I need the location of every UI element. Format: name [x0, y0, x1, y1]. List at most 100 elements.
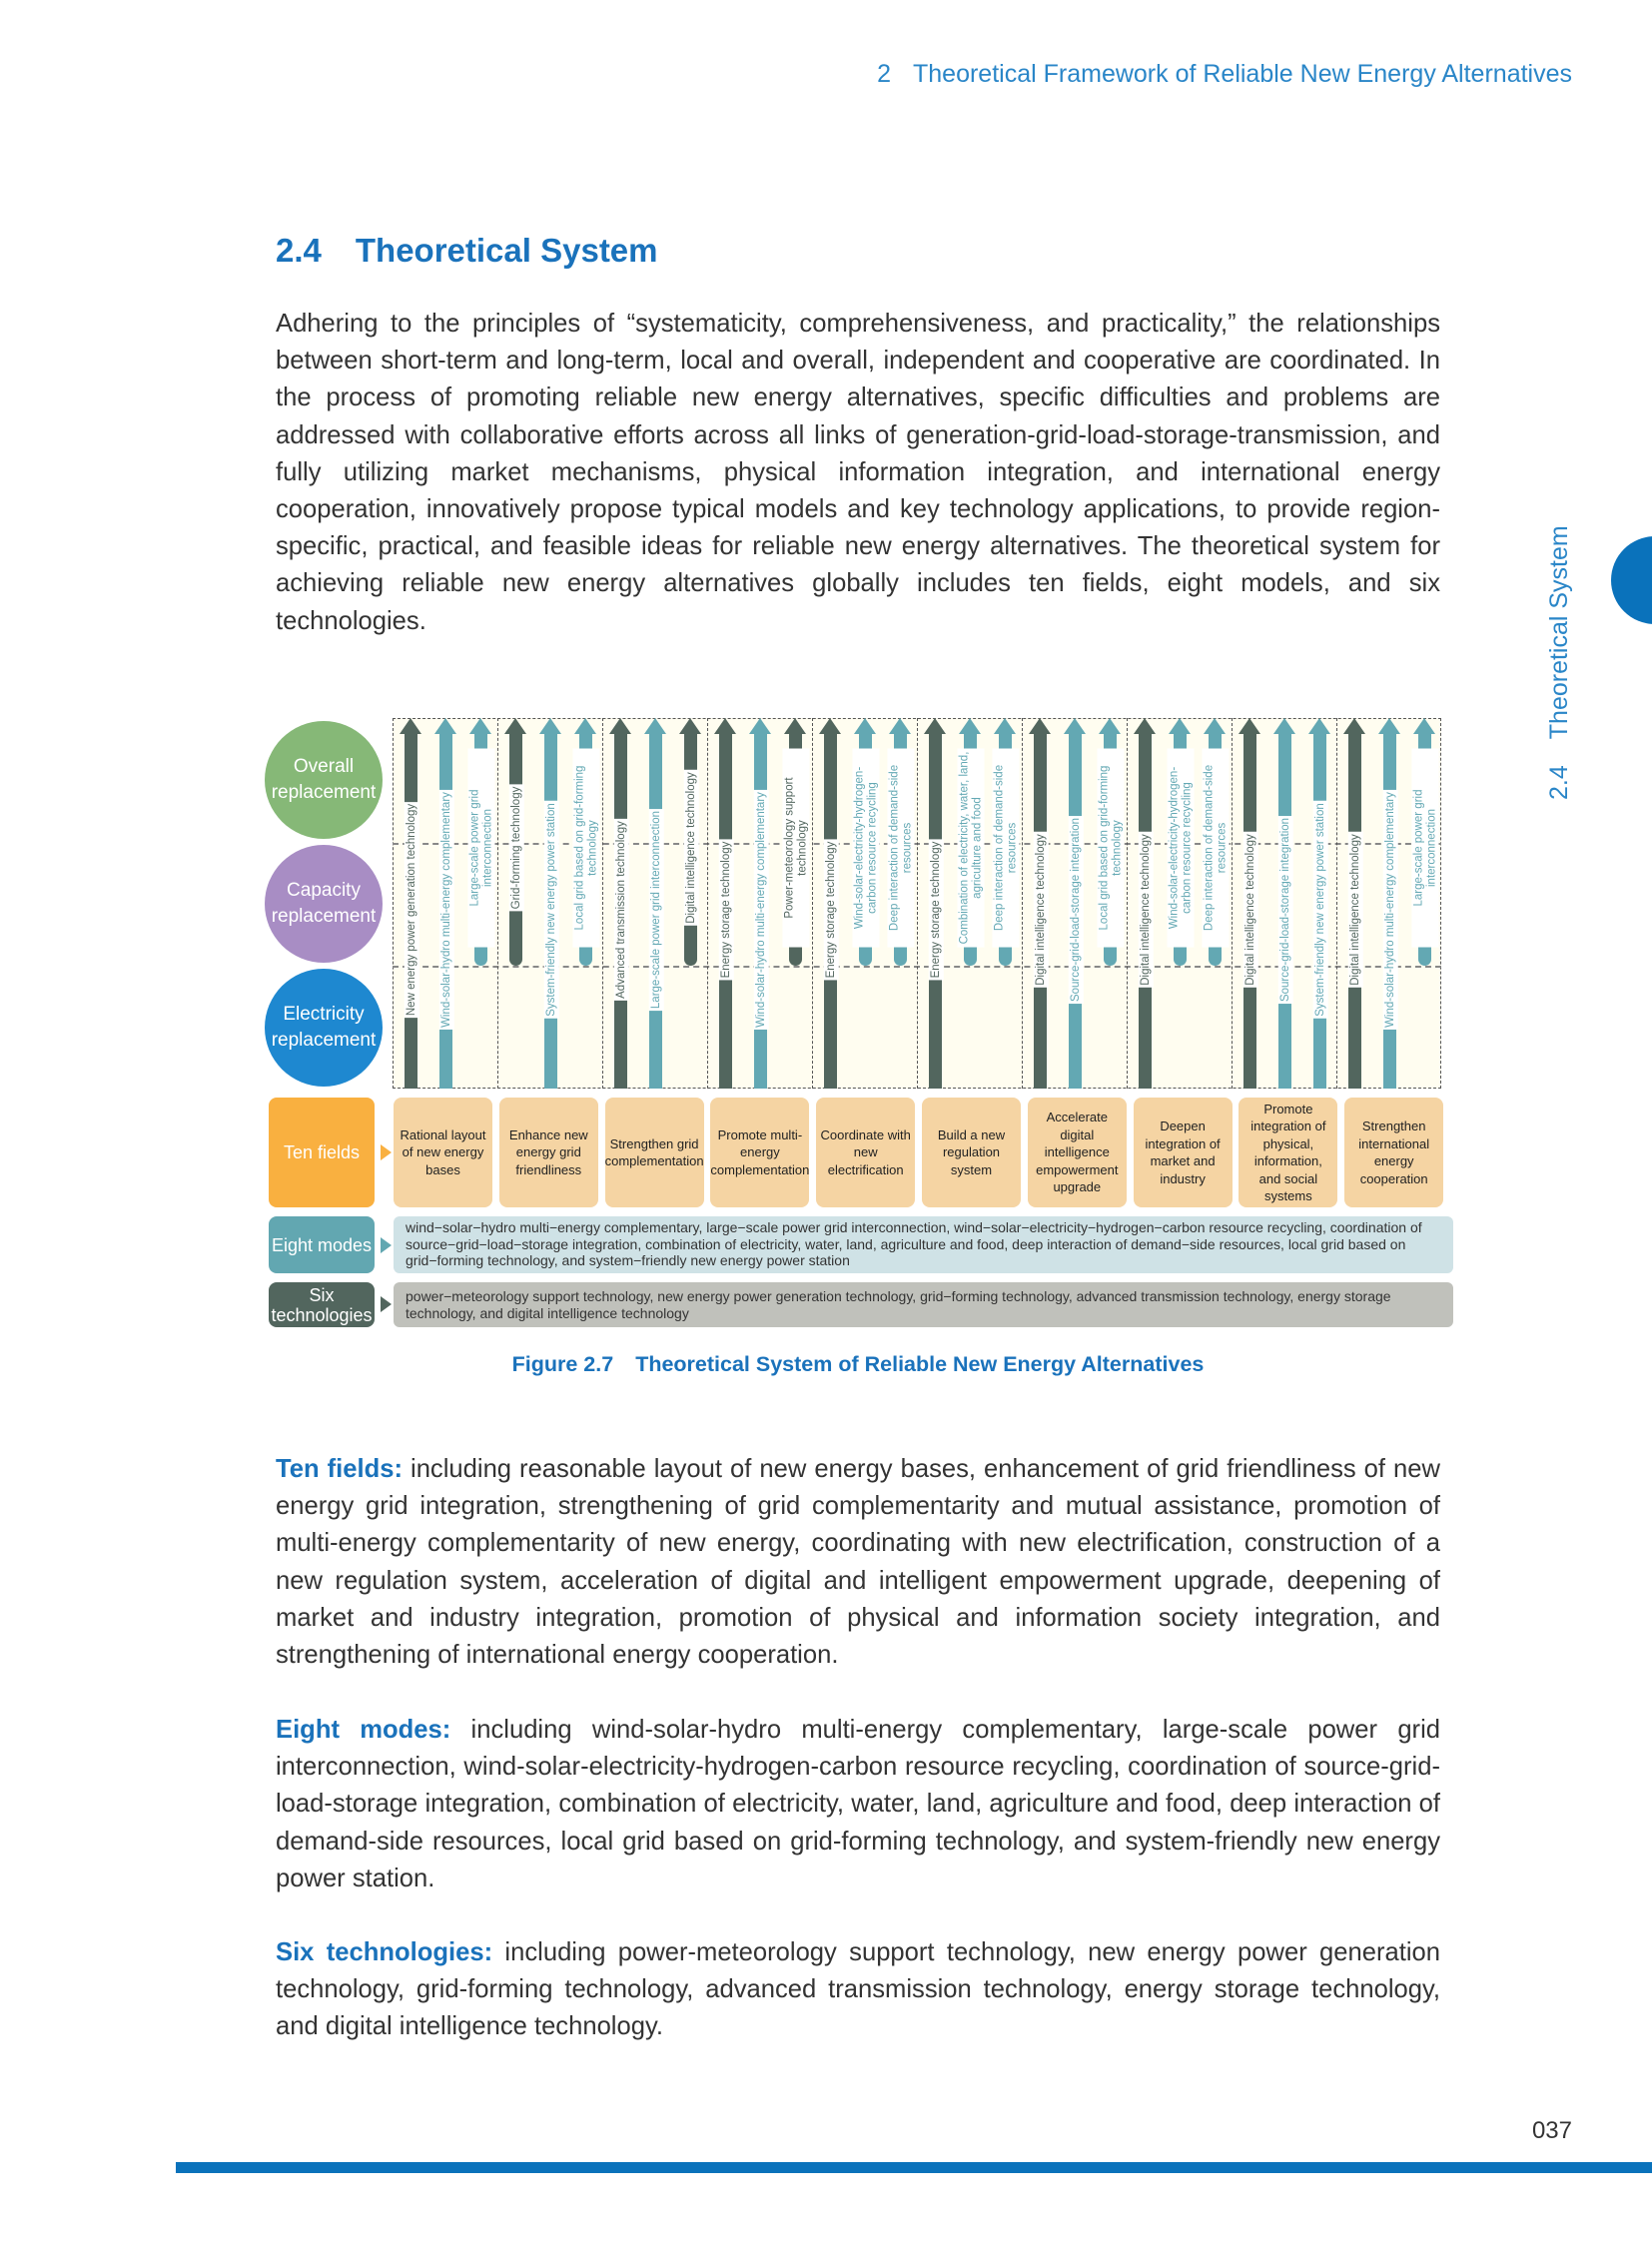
arrow-up-icon	[574, 718, 596, 734]
electricity-replacement-circle: Electricity replacement	[265, 969, 383, 1087]
field-box: Enhance new energy grid friendliness	[498, 1098, 598, 1207]
field-box: Strengthen international energy cooperat…	[1344, 1098, 1444, 1207]
arrow-up-icon	[1343, 718, 1365, 734]
arrow-up-icon	[889, 718, 911, 734]
arrow-up-icon	[819, 718, 841, 734]
definition-term: Six technologies:	[276, 1938, 493, 1966]
field-box: Coordinate with new electrification	[816, 1098, 916, 1207]
definition-eight-modes: Eight modes: including wind-solar-hydro …	[276, 1712, 1440, 1897]
definition-ten-fields: Ten fields: including reasonable layout …	[276, 1451, 1440, 1674]
chapter-title: Theoretical Framework of Reliable New En…	[913, 60, 1572, 88]
technology-arrow: Digital intelligence technology	[1029, 718, 1051, 1089]
arrow-label: Energy storage technology	[823, 839, 838, 980]
technology-arrow: Power-meteorology support technology	[782, 718, 809, 966]
arrow-up-icon	[1308, 718, 1330, 734]
chapter-number: 2	[877, 60, 891, 88]
field-box: Strengthen grid complementation	[604, 1098, 704, 1207]
technology-arrow: Advanced transmission technology	[609, 718, 631, 1089]
arrow-label: Grid-forming technology	[508, 784, 523, 912]
arrow-up-icon	[434, 718, 456, 734]
mode-arrow: Deep interaction of demand-side resource…	[887, 718, 914, 966]
arrow-label: Wind-solar-electricity-hydrogen-carbon r…	[1167, 748, 1194, 948]
column-divider	[1336, 718, 1337, 1089]
arrow-label: Advanced transmission technology	[613, 818, 628, 1001]
mode-arrow: Wind-solar-hydro multi-energy complement…	[1378, 718, 1400, 1089]
technology-arrow: Energy storage technology	[714, 718, 736, 1089]
definition-text: including wind-solar-hydro multi-energy …	[276, 1716, 1441, 1892]
arrow-up-icon	[679, 718, 701, 734]
technology-arrow: Digital intelligence technology	[1239, 718, 1260, 1089]
column-divider	[602, 718, 603, 1089]
arrow-up-icon	[959, 718, 981, 734]
arrow-label: Deep interaction of demand-side resource…	[992, 748, 1019, 948]
arrow-up-icon	[1413, 718, 1435, 734]
arrow-label: Digital intelligence technology	[1033, 831, 1048, 988]
arrow-label: Wind-solar-electricity-hydrogen-carbon r…	[852, 748, 879, 948]
column-divider	[1232, 718, 1233, 1089]
mode-arrow: Large-scale power grid interconnection	[1411, 718, 1438, 966]
side-tab-marker	[1611, 536, 1652, 624]
capacity-replacement-circle: Capacity replacement	[265, 845, 383, 963]
eight-modes-arrow-icon	[381, 1237, 392, 1253]
arrow-up-icon	[924, 718, 946, 734]
technology-arrow: Digital intelligence technology	[679, 718, 701, 966]
mode-arrow: Wind-solar-hydro multi-energy complement…	[749, 718, 771, 1089]
column-divider	[1022, 718, 1023, 1089]
mode-arrow: System-friendly new energy power station	[539, 718, 561, 1089]
column-divider	[812, 718, 813, 1089]
arrow-label: Source-grid-load-storage integration	[1068, 815, 1083, 1004]
section-heading: 2.4 Theoretical System	[276, 232, 658, 270]
mode-arrow: Deep interaction of demand-side resource…	[992, 718, 1019, 966]
figure-caption: Figure 2.7 Theoretical System of Reliable…	[0, 1352, 1652, 1377]
mode-arrow: System-friendly new energy power station	[1308, 718, 1330, 1089]
technology-arrow: Energy storage technology	[819, 718, 841, 1089]
side-tab-number: 2.4	[1545, 765, 1573, 800]
field-box: Rational layout of new energy bases	[394, 1098, 492, 1207]
arrow-label: Combination of electricity, water, land,…	[957, 748, 984, 948]
arrow-up-icon	[1064, 718, 1086, 734]
arrow-up-icon	[1378, 718, 1400, 734]
column-divider	[707, 718, 708, 1089]
arrow-up-icon	[1273, 718, 1295, 734]
mode-arrow: Wind-solar-electricity-hydrogen-carbon r…	[852, 718, 879, 966]
mode-arrow: Large-scale power grid interconnection	[467, 718, 494, 966]
arrow-label: Local grid based on grid-forming technol…	[1097, 748, 1124, 948]
technology-arrow: Digital intelligence technology	[1343, 718, 1365, 1089]
eight-modes-label: Eight modes	[269, 1216, 375, 1273]
figure-number: Figure 2.7	[511, 1352, 614, 1376]
arrow-label: Source-grid-load-storage integration	[1277, 815, 1292, 1004]
arrow-up-icon	[1204, 718, 1226, 734]
six-technologies-arrow-icon	[381, 1296, 392, 1312]
definition-term: Eight modes:	[276, 1716, 451, 1744]
arrow-label: Large-scale power grid interconnection	[467, 748, 494, 948]
arrow-label: Deep interaction of demand-side resource…	[887, 748, 914, 948]
column-divider	[1127, 718, 1128, 1089]
running-header: 2 Theoretical Framework of Reliable New E…	[877, 60, 1572, 89]
side-tab-label: 2.4 Theoretical System	[1545, 525, 1574, 800]
arrow-up-icon	[1239, 718, 1260, 734]
arrow-up-icon	[609, 718, 631, 734]
ten-fields-arrow-icon	[381, 1144, 392, 1160]
arrow-label: Deep interaction of demand-side resource…	[1202, 748, 1229, 948]
arrow-up-icon	[539, 718, 561, 734]
overall-replacement-circle: Overall replacement	[265, 721, 383, 839]
definition-six-technologies: Six technologies: including power-meteor…	[276, 1934, 1440, 2046]
mode-arrow: Large-scale power grid interconnection	[644, 718, 666, 1089]
technology-arrow: Grid-forming technology	[504, 718, 526, 966]
arrow-label: Large-scale power grid interconnection	[648, 808, 663, 1011]
field-box: Deepen integration of market and industr…	[1133, 1098, 1233, 1207]
arrow-up-icon	[714, 718, 736, 734]
mode-arrow: Wind-solar-electricity-hydrogen-carbon r…	[1167, 718, 1194, 966]
mode-arrow: Local grid based on grid-forming technol…	[572, 718, 599, 966]
arrow-label: Digital intelligence technology	[1347, 831, 1362, 988]
arrow-up-icon	[784, 718, 806, 734]
arrow-label: Power-meteorology support technology	[782, 748, 809, 948]
mode-arrow: Local grid based on grid-forming technol…	[1097, 718, 1124, 966]
arrow-label: Digital intelligence technology	[1138, 831, 1153, 988]
side-tab-title: Theoretical System	[1545, 525, 1573, 740]
section-title: Theoretical System	[355, 232, 658, 269]
arrow-up-icon	[854, 718, 876, 734]
arrow-label: Wind-solar-hydro multi-energy complement…	[1382, 789, 1397, 1030]
field-box: Build a new regulation system	[922, 1098, 1021, 1207]
field-box: Accelerate digital intelligence empowerm…	[1027, 1098, 1127, 1207]
